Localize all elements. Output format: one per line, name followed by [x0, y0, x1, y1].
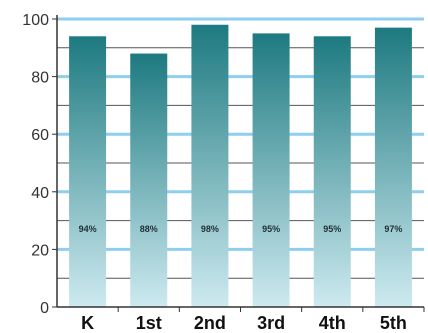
x-tick-label: 5th — [380, 313, 407, 333]
axes: K 1st 2nd 3rd 4th 5th 0 20 40 60 80 100 — [22, 12, 425, 333]
y-tick-label: 60 — [31, 127, 49, 144]
data-label: 95% — [323, 224, 341, 234]
y-tick-label: 100 — [22, 12, 49, 29]
bar-2nd — [191, 24, 229, 307]
data-label: 98% — [201, 224, 219, 234]
x-tick-label: 2nd — [194, 313, 226, 333]
y-tick-label: 20 — [31, 242, 49, 259]
bar-5th — [374, 27, 412, 307]
bars — [69, 24, 412, 308]
y-tick-label: 0 — [40, 300, 49, 317]
data-label: 88% — [140, 224, 158, 234]
data-labels: 94% 88% 98% 95% 95% 97% — [79, 224, 403, 234]
data-label: 95% — [262, 224, 280, 234]
x-tick-label: 1st — [136, 313, 162, 333]
bar-K — [69, 36, 107, 307]
data-label: 94% — [79, 224, 97, 234]
bar-4th — [313, 36, 351, 307]
bar-3rd — [252, 33, 290, 308]
y-tick-label: 80 — [31, 70, 49, 87]
x-tick-label: 4th — [319, 313, 346, 333]
x-tick-label: K — [81, 313, 94, 333]
grid-lines — [57, 17, 424, 279]
bar-1st — [130, 53, 168, 308]
x-tick-label: 3rd — [257, 313, 285, 333]
data-label: 97% — [384, 224, 402, 234]
y-tick-label: 40 — [31, 185, 49, 202]
